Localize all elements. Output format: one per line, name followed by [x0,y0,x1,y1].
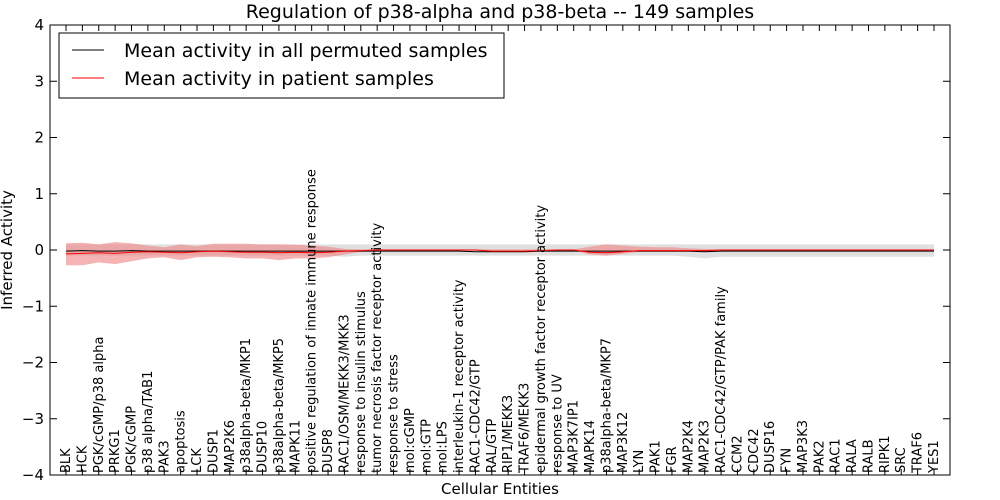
series-line-patient [65,249,934,255]
x-tick-label: p38alpha-beta/MKP7 [599,338,614,473]
x-tick-label: MAP3K12 [616,412,631,473]
y-tick-label: −3 [22,410,44,428]
x-tick-label: MAP3K3 [796,420,811,473]
plot-frame [49,24,951,476]
series-lines [65,249,934,255]
x-tick-label: PGK/cGMP/p38 alpha [92,337,107,473]
x-tick-label: PAK1 [649,440,664,473]
x-tick-label: RALA [845,439,860,473]
x-tick-label: epidermal growth factor receptor activit… [534,205,549,473]
x-tick-label: mol:LPS [436,421,451,473]
x-tick-label: RALB [861,439,876,473]
x-tick-label: YES1 [927,440,942,474]
x-tick-label: RIPK1 [878,435,893,473]
x-tick-label: mol:cGMP [403,408,418,473]
x-tick-label: FGR [665,446,680,473]
x-tick-label: DUSP10 [256,421,271,473]
legend-label-patient: Mean activity in patient samples [124,68,434,90]
y-tick-label: 2 [34,129,44,147]
y-tick-label: −2 [22,354,44,372]
x-tick-label: RIP1/MEKK3 [501,395,516,473]
x-tick-label: FYN [780,448,795,473]
x-tick-label: RAC1-CDC42/GTP [468,359,483,473]
legend-box [58,32,505,99]
x-tick-label: MAP2K6 [223,420,238,473]
y-tick-label: −1 [22,297,44,315]
x-tick-label: apoptosis [174,410,189,473]
x-tick-label: HCK [75,445,90,473]
chart-title: Regulation of p38-alpha and p38-beta -- … [246,1,754,23]
band-patient [66,242,934,266]
x-tick-label: PRKG1 [108,429,123,473]
x-tick-label: LYN [632,450,647,473]
x-tick-label: MAP2K4 [681,420,696,473]
x-tick-label: MAP3K7IP1 [567,400,582,473]
x-tick-label: response to UV [550,374,565,473]
x-tick-label: DUSP1 [206,429,221,473]
x-tick-label: RAC1-CDC42/GTP/PAK family [714,286,729,473]
y-tick-label: 4 [34,16,44,34]
x-tick-label: RAC1/OSM/MEKK3/MKK3 [337,314,352,473]
x-tick-label: positive regulation of innate immune res… [305,169,320,473]
x-tick-label: tumor necrosis factor receptor activity [370,222,385,473]
x-tick-label: LCK [190,448,205,473]
y-tick-label: 3 [34,72,44,90]
y-tick-label: 0 [34,241,44,259]
x-tick-label: RAC1 [829,438,844,473]
x-tick-label: CDC42 [747,428,762,473]
x-tick-label: RAL/GTP [485,418,500,473]
x-tick-label: MAPK11 [288,420,303,473]
y-axis-ticks: −4 −3 −2 −1 0 1 2 3 4 [22,16,950,484]
x-tick-label: TRAF6 [911,432,926,474]
legend: Mean activity in all permuted samples Me… [58,32,505,99]
y-axis-label: Inferred Activity [0,190,16,310]
x-tick-label: SRC [894,447,909,473]
x-tick-label: p38alpha-beta/MKP1 [239,338,254,473]
x-tick-label: p38 alpha/TAB1 [141,371,156,473]
x-tick-label: TRAF6/MEKK3 [518,383,533,474]
x-tick-label: response to stress [387,354,402,473]
x-tick-label: DUSP16 [763,421,778,473]
x-tick-label: p38alpha-beta/MKP5 [272,338,287,473]
x-tick-label: DUSP8 [321,429,336,473]
x-tick-label: PAK2 [812,440,827,473]
x-tick-label: PAK3 [157,440,172,473]
x-axis-label: Cellular Entities [441,480,559,498]
x-tick-label: PGK/cGMP [125,406,140,473]
x-tick-label: interleukin-1 receptor activity [452,279,467,473]
x-tick-label: BLK [59,448,74,473]
x-tick-label: CCM2 [730,435,745,473]
y-tick-label: −4 [22,466,44,484]
x-tick-label: MAP2K3 [698,420,713,473]
x-tick-label: mol:GTP [419,419,434,473]
x-axis-ticks: BLK HCK PGK/cGMP/p38 alpha PRKG1 PGK/cGMP p38… [59,25,942,475]
y-tick-label: 1 [34,185,44,203]
legend-label-permuted: Mean activity in all permuted samples [124,40,487,62]
x-tick-label: MAPK14 [583,420,598,473]
x-tick-label: response to insulin stimulus [354,291,369,473]
